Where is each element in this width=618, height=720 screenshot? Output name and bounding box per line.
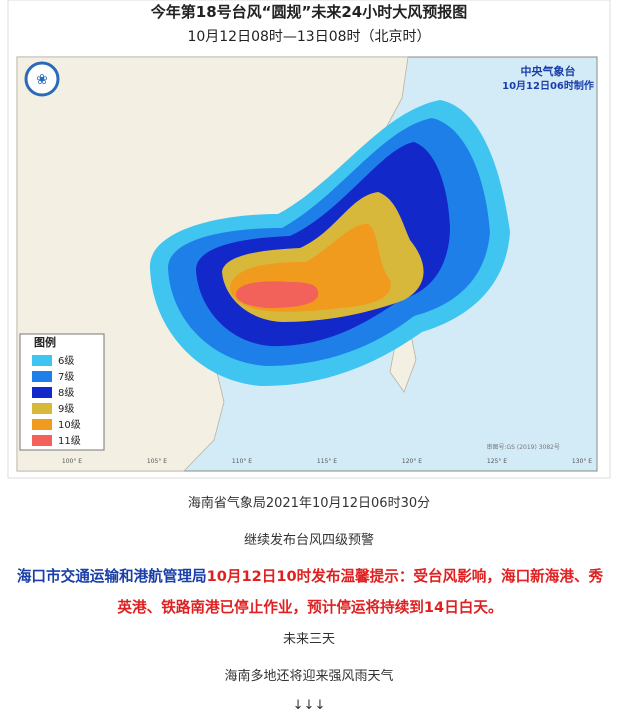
legend-label: 8级 <box>58 387 74 399</box>
lon-label: 120° E <box>402 458 422 465</box>
credit: 审图号:GS (2019) 3082号 <box>486 443 560 451</box>
article-line: 海南多地还将迎来强风雨天气 <box>224 669 394 684</box>
article-line: 未来三天 <box>282 632 335 647</box>
legend-label: 9级 <box>58 403 74 415</box>
lon-label: 110° E <box>232 458 252 465</box>
arrows: ↓↓↓ <box>292 698 326 713</box>
notice-text: 10月12日10时发布温馨提示：受台风影响，海口新海港、秀英港、铁路南港已停止作… <box>117 568 604 616</box>
made-time: 10月12日06时制作 <box>502 79 594 92</box>
wind-zones <box>149 100 510 386</box>
legend-swatch <box>32 435 52 446</box>
legend-label: 10级 <box>58 419 81 431</box>
legend-swatch <box>32 419 52 430</box>
forecast-map: 今年第18号台风“圆规”未来24小时大风预报图 10月12日08时—13日08时… <box>7 0 611 479</box>
article-line: 海南省气象局2021年10月12日06时30分 <box>187 496 431 511</box>
wind-zone <box>236 281 319 308</box>
lon-label: 100° E <box>62 458 82 465</box>
notice: 海口市交通运输和港航管理局10月12日10时发布温馨提示：受台风影响，海口新海港… <box>14 561 606 623</box>
legend-swatch <box>32 387 52 398</box>
legend-title: 图例 <box>34 335 56 349</box>
lon-label: 125° E <box>487 458 507 465</box>
lon-label: 105° E <box>147 458 167 465</box>
notice-source: 海口市交通运输和港航管理局 <box>16 568 207 585</box>
agency: 中央气象台 <box>521 64 576 78</box>
legend: 6级 7级 8级 9级 10级 11级 <box>32 355 81 447</box>
longitude-labels: 100° E 105° E 110° E 115° E 120° E 125° E 130°… <box>62 458 592 465</box>
map-title: 今年第18号台风“圆规”未来24小时大风预报图 <box>150 3 467 21</box>
legend-swatch <box>32 371 52 382</box>
logo-mark: ❀ <box>36 72 48 88</box>
lon-label: 130° E <box>572 458 592 465</box>
legend-label: 7级 <box>58 371 74 383</box>
map-subtitle: 10月12日08时—13日08时（北京时） <box>187 29 430 45</box>
article-line: 继续发布台风四级预警 <box>243 533 374 548</box>
legend-label: 6级 <box>58 355 74 367</box>
legend-label: 11级 <box>58 435 81 447</box>
lon-label: 115° E <box>317 458 337 465</box>
legend-swatch <box>32 355 52 366</box>
legend-swatch <box>32 403 52 414</box>
logo <box>24 61 60 97</box>
